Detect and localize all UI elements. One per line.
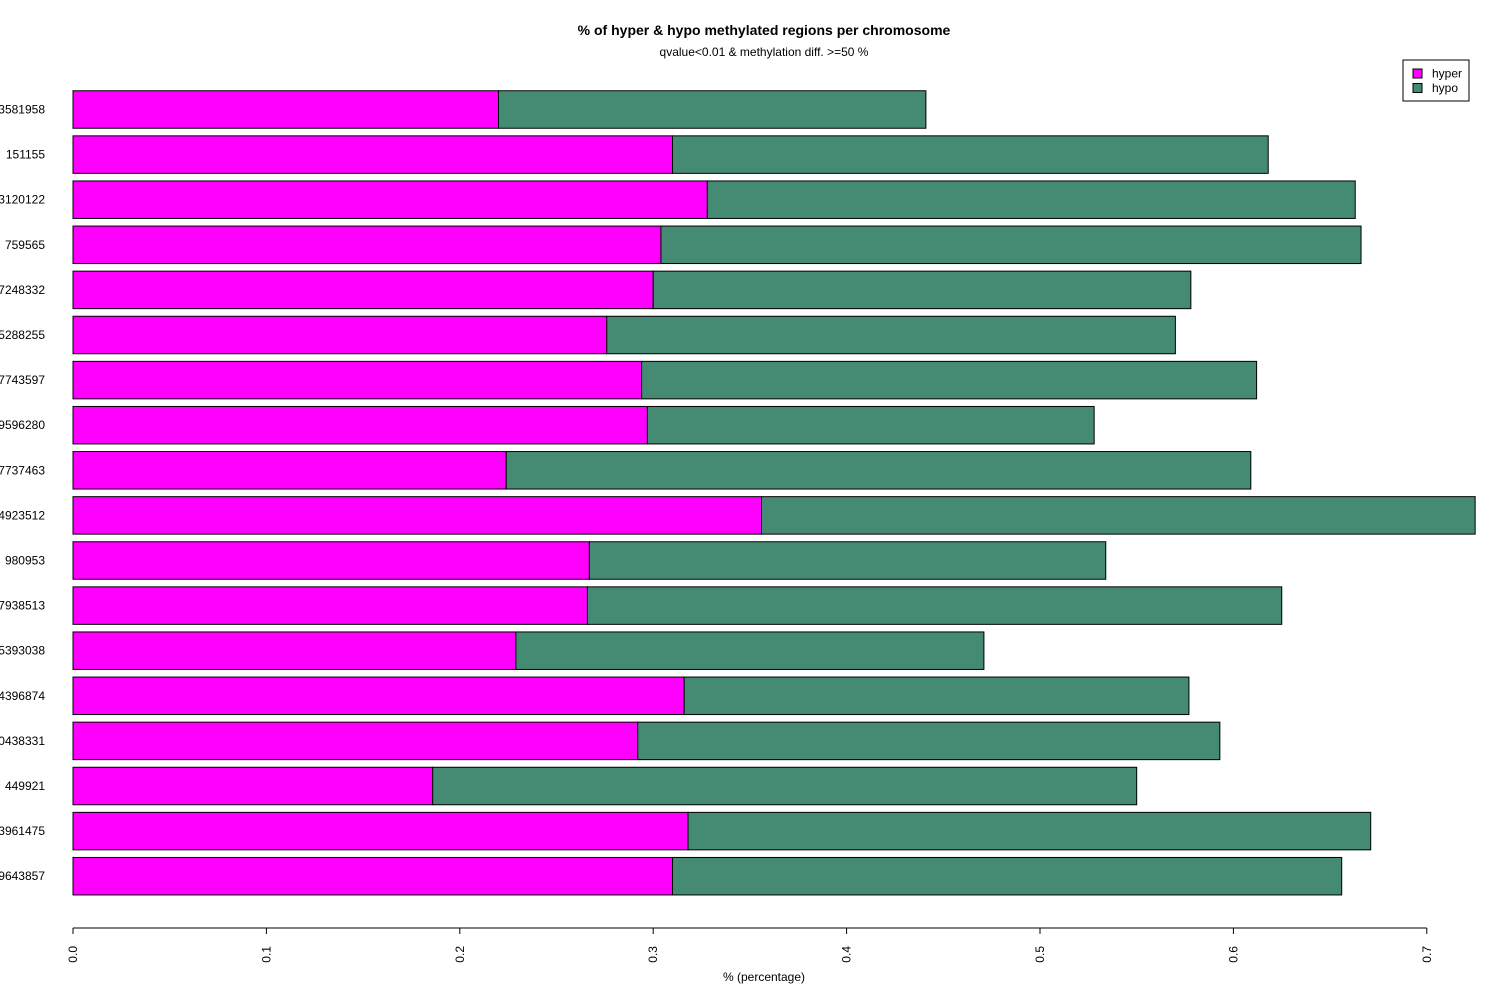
bar-hypo-5 — [606, 315, 1176, 355]
bar-hypo-1 — [672, 135, 1269, 174]
bar-hypo-12 — [515, 631, 985, 670]
y-tick-label-13: 4396874 — [0, 689, 45, 703]
bars-layer — [72, 90, 1476, 896]
bar-hypo-16 — [687, 811, 1372, 851]
y-tick-label-2: 3120122 — [0, 193, 45, 207]
bar-hypo-0 — [497, 90, 927, 129]
bar-hypo-3 — [660, 225, 1362, 265]
legend-swatch-hypo — [1412, 83, 1423, 93]
y-tick-label-6: 7743597 — [0, 373, 45, 387]
x-tick-label-5: 0.5 — [1033, 946, 1047, 963]
x-tick-label-0: 0.0 — [66, 946, 80, 963]
bar-hyper-14 — [72, 721, 639, 761]
y-tick-label-16: 3961475 — [0, 824, 45, 838]
bar-hyper-5 — [72, 315, 608, 355]
bar-hypo-10 — [588, 541, 1107, 580]
legend-box — [1402, 59, 1470, 102]
y-tick-label-7: 9596280 — [0, 418, 45, 432]
x-tick-label-3: 0.3 — [646, 946, 660, 963]
x-tick-label-2: 0.2 — [453, 946, 467, 963]
bar-hypo-7 — [646, 405, 1095, 445]
legend-label-hyper: hyper — [1432, 67, 1462, 81]
y-tick-label-9: 4923512 — [0, 508, 45, 522]
bar-hypo-11 — [586, 586, 1283, 625]
y-tick-label-5: 5288255 — [0, 328, 45, 342]
bar-hypo-6 — [641, 360, 1258, 400]
bar-hypo-2 — [706, 180, 1356, 219]
bar-hyper-12 — [72, 631, 517, 670]
y-tick-label-17: 9643857 — [0, 869, 45, 883]
legend-swatch-hyper — [1412, 68, 1423, 79]
chart-subtitle: qvalue<0.01 & methylation diff. >=50 % — [660, 45, 869, 59]
y-tick-labels: 3581958 151155 3120122 759565 7248332 5288255… — [0, 103, 45, 884]
x-tick-label-4: 0.4 — [840, 946, 854, 963]
bar-hypo-9 — [761, 496, 1476, 535]
y-tick-label-12: 5393038 — [0, 644, 45, 658]
bar-hypo-14 — [637, 721, 1221, 761]
bar-hyper-4 — [72, 270, 654, 310]
bar-hyper-6 — [72, 360, 643, 400]
x-axis-label: % (percentage) — [723, 970, 805, 984]
bar-hyper-1 — [72, 135, 674, 174]
y-tick-label-1: 151155 — [6, 148, 45, 162]
bar-hyper-13 — [72, 676, 685, 716]
x-tick-label-7: 0.7 — [1420, 946, 1434, 963]
bar-hyper-0 — [72, 90, 499, 129]
bar-hypo-17 — [672, 856, 1343, 896]
x-tick-label-1: 0.1 — [259, 946, 273, 963]
y-tick-label-8: 7737463 — [0, 463, 45, 477]
bar-hyper-16 — [72, 811, 689, 851]
y-tick-label-0: 3581958 — [0, 103, 45, 117]
bar-hyper-11 — [72, 586, 588, 625]
bar-hypo-8 — [505, 451, 1252, 490]
y-tick-label-11: 7938513 — [0, 599, 45, 613]
legend-label-hypo: hypo — [1432, 81, 1458, 95]
bar-hypo-15 — [432, 766, 1138, 806]
y-tick-label-15: 449921 — [5, 779, 45, 793]
bar-hyper-7 — [72, 405, 648, 445]
bar-hypo-13 — [683, 676, 1190, 716]
bar-hyper-2 — [72, 180, 708, 219]
bar-hyper-8 — [72, 451, 507, 490]
bar-hyper-10 — [72, 541, 590, 580]
bar-hyper-15 — [72, 766, 434, 806]
bar-hyper-17 — [72, 856, 674, 896]
x-tick-label-6: 0.6 — [1226, 946, 1240, 963]
y-tick-label-10: 980953 — [5, 554, 45, 568]
bar-hyper-3 — [72, 225, 662, 265]
chart-title: % of hyper & hypo methylated regions per… — [578, 22, 951, 38]
y-tick-label-4: 7248332 — [0, 283, 45, 297]
bar-hypo-4 — [652, 270, 1192, 310]
y-tick-label-3: 759565 — [5, 238, 45, 252]
bar-hyper-9 — [72, 496, 763, 535]
x-axis: 0.0 0.1 0.2 0.3 0.4 0.5 0.6 0.7 — [66, 927, 1434, 963]
y-tick-label-14: 0438331 — [0, 734, 45, 748]
